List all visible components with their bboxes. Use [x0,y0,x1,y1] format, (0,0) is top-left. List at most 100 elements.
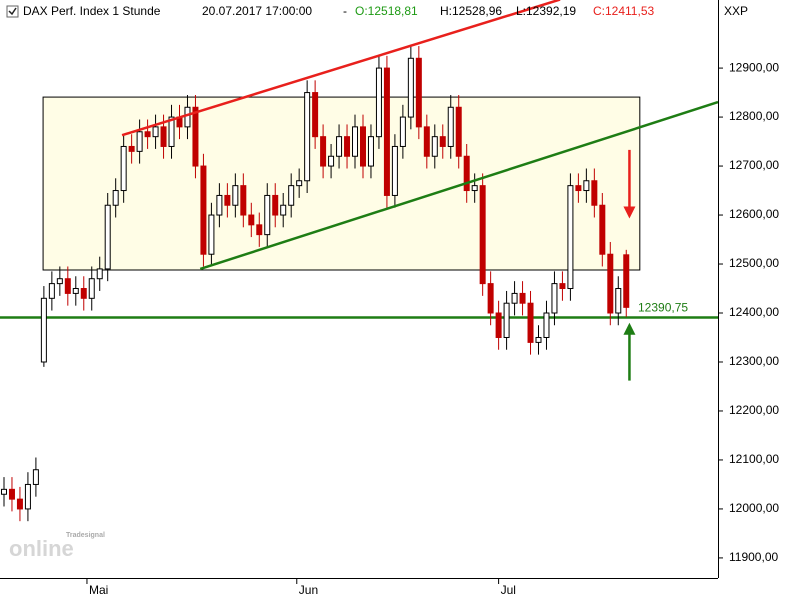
candle-body [112,190,119,206]
candle-body [200,165,207,255]
quote-low: L:12392,19 [516,4,576,18]
candle-body [48,283,55,299]
candle-body [455,106,462,157]
candle-body [599,204,606,255]
candle-body [352,126,359,157]
chart-title: DAX Perf. Index 1 Stunde [23,4,161,18]
candle-body [64,278,71,294]
candle-body [224,194,231,206]
candle-body [399,116,406,147]
candle-body [479,185,486,285]
candle-body [591,180,598,206]
candle-body [40,297,47,363]
candle-body [280,204,287,216]
quote-open: O:12518,81 [355,4,418,18]
candle-body [296,180,303,187]
candle-body [56,278,63,285]
y-tick-label: 12100,00 [729,452,779,466]
candle-body [192,106,199,167]
candle-body [336,136,343,157]
candle-body [256,224,263,236]
watermark-product: online [9,536,74,561]
quote-close: C:12411,53 [593,4,654,18]
candle-body [0,488,7,495]
y-tick-label: 12000,00 [729,501,779,515]
candle-body [495,312,502,338]
candle-body [312,92,319,138]
trend-line [121,0,561,137]
symbol: XXP [724,4,748,18]
candle-body [208,214,215,255]
candle-body [575,185,582,192]
candle-body [128,145,135,152]
x-tick-label: Jun [299,583,318,597]
candle-body [136,131,143,152]
candle-body [104,204,111,270]
range-box [42,96,641,271]
candle-body [344,136,351,157]
candle-body [120,145,127,192]
y-tick-label: 12200,00 [729,403,779,417]
candle-body [567,185,574,290]
candle-body [407,57,414,118]
y-tick-label: 12900,00 [729,60,779,74]
checkbox[interactable] [6,5,19,18]
candle-body [535,336,542,343]
candle-body [160,126,167,147]
y-tick-label: 12800,00 [729,109,779,123]
candle-body [583,180,590,192]
candle-body [623,254,630,308]
support-label: 12390,75 [638,301,688,315]
candle-body [16,498,23,510]
y-tick-label: 12700,00 [729,158,779,172]
candle-body [615,288,622,314]
check-mark [8,7,17,16]
candle-body [272,194,279,216]
candle-body [415,57,422,128]
candle-body [288,185,295,206]
candle-body [519,292,526,304]
candle-body [8,488,15,500]
candle-body [375,67,382,138]
candle-body [32,469,39,485]
candle-body [463,155,470,192]
candle-body [320,136,327,167]
y-tick-label: 12300,00 [729,354,779,368]
candle-body [304,92,311,182]
candle-body [383,67,390,196]
trend-line [199,100,718,271]
y-tick-label: 11900,00 [729,550,778,564]
candle-body [551,283,558,314]
x-tick-label: Mai [89,583,108,597]
candle-body [367,136,374,167]
candle-body [471,185,478,192]
candle-body [168,116,175,147]
candle-body [431,136,438,157]
candle-body [328,155,335,167]
candle-body [152,126,159,138]
candle-body [24,483,31,510]
candle-body [240,185,247,216]
y-tick-label: 12600,00 [729,207,779,221]
candle-body [248,214,255,226]
candle-body [88,278,95,299]
candle-body [511,292,518,304]
candle-body [487,283,494,314]
y-tick-label: 12400,00 [729,305,779,319]
arrow-head [623,206,636,219]
separator: - [343,4,347,18]
candle-body [607,253,614,314]
candle-body [96,268,103,280]
arrow-head [623,322,636,335]
candle-body [503,302,510,338]
candle-body [359,126,366,167]
candle-body [216,194,223,216]
quote-high: H:12528,96 [440,4,502,18]
candle-body [447,106,454,147]
candle-body [72,288,79,294]
plot-area [0,0,718,522]
candle-body [439,136,446,147]
candle-body [80,288,87,299]
x-tick-label: Jul [501,583,516,597]
